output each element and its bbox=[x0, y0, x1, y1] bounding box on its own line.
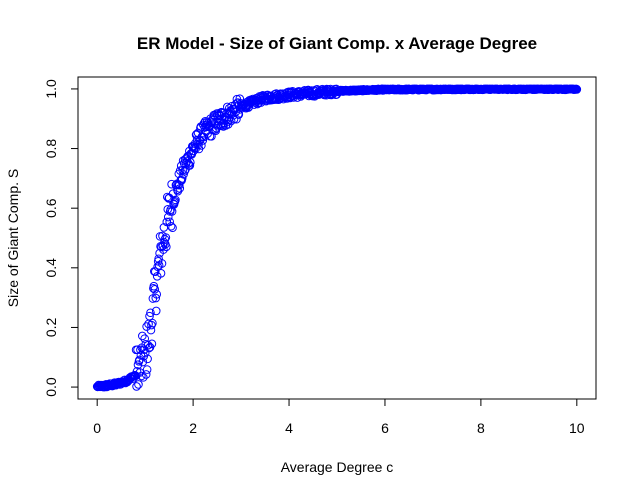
plot-frame bbox=[77, 76, 597, 400]
data-point bbox=[168, 223, 177, 233]
data-point bbox=[143, 354, 152, 364]
data-point bbox=[198, 136, 208, 145]
data-point bbox=[147, 320, 156, 330]
y-tick-label: 0.8 bbox=[43, 139, 59, 159]
x-tick-label: 2 bbox=[189, 420, 197, 436]
data-point bbox=[175, 184, 185, 193]
data-point bbox=[156, 268, 166, 278]
data-point bbox=[185, 161, 195, 170]
data-point bbox=[142, 365, 152, 374]
y-tick-label: 1.0 bbox=[43, 79, 59, 99]
x-tick-label: 4 bbox=[285, 420, 293, 436]
data-point bbox=[138, 373, 148, 382]
data-point bbox=[160, 238, 169, 247]
data-point bbox=[144, 343, 154, 353]
data-point bbox=[232, 114, 241, 124]
data-point bbox=[151, 293, 161, 303]
data-point bbox=[161, 233, 171, 242]
data-point bbox=[194, 140, 203, 150]
data-point bbox=[157, 259, 167, 268]
data-point bbox=[141, 370, 151, 379]
data-point bbox=[134, 380, 143, 389]
x-tick-label: 6 bbox=[381, 420, 389, 436]
y-axis: 0.0 0.2 0.4 0.6 0.8 1.0 bbox=[43, 79, 79, 397]
data-point bbox=[166, 221, 176, 231]
x-axis: 0 2 4 6 8 10 bbox=[93, 398, 585, 436]
data-point bbox=[151, 306, 161, 316]
data-point bbox=[150, 267, 160, 276]
data-point bbox=[132, 382, 141, 391]
data-point bbox=[133, 360, 143, 370]
chart-title: ER Model - Size of Giant Comp. x Average… bbox=[137, 34, 537, 53]
y-tick-label: 0.6 bbox=[43, 198, 59, 218]
data-point bbox=[197, 141, 206, 150]
data-point bbox=[150, 285, 160, 294]
data-point bbox=[207, 132, 216, 141]
data-point bbox=[140, 334, 150, 343]
x-tick-label: 10 bbox=[569, 420, 585, 436]
data-point bbox=[173, 186, 183, 196]
data-point bbox=[146, 308, 155, 318]
y-axis-label: Size of Giant Comp. S bbox=[5, 169, 21, 308]
data-point bbox=[162, 217, 172, 227]
data-point bbox=[138, 357, 148, 367]
y-tick-label: 0.2 bbox=[43, 318, 59, 338]
y-tick-label: 0.0 bbox=[43, 377, 59, 397]
data-points bbox=[92, 84, 582, 392]
data-point bbox=[572, 85, 582, 94]
data-point bbox=[137, 371, 146, 381]
x-axis-label: Average Degree c bbox=[281, 459, 394, 475]
data-point bbox=[154, 261, 164, 270]
data-point bbox=[148, 318, 157, 328]
x-tick-label: 0 bbox=[93, 420, 101, 436]
data-point bbox=[162, 242, 171, 252]
data-point bbox=[147, 339, 157, 349]
y-tick-label: 0.4 bbox=[43, 258, 59, 278]
data-point bbox=[138, 331, 147, 341]
data-point bbox=[152, 290, 162, 299]
data-point bbox=[186, 158, 195, 167]
data-point bbox=[171, 195, 180, 205]
x-tick-label: 8 bbox=[477, 420, 485, 436]
